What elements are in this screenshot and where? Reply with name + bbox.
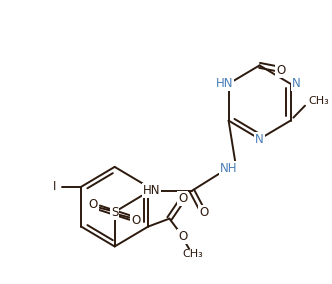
Text: O: O xyxy=(131,214,140,227)
Text: I: I xyxy=(52,180,56,193)
Text: N: N xyxy=(292,77,301,90)
Text: O: O xyxy=(199,206,208,219)
Text: HN: HN xyxy=(216,77,233,90)
Text: O: O xyxy=(178,192,188,205)
Text: O: O xyxy=(89,198,98,211)
Text: O: O xyxy=(276,64,286,77)
Text: HN: HN xyxy=(143,184,160,197)
Text: CH₃: CH₃ xyxy=(182,249,203,260)
Text: CH₃: CH₃ xyxy=(308,96,329,106)
Text: NH: NH xyxy=(220,162,237,175)
Text: N: N xyxy=(255,133,264,145)
Text: S: S xyxy=(111,206,118,219)
Text: O: O xyxy=(178,230,188,243)
